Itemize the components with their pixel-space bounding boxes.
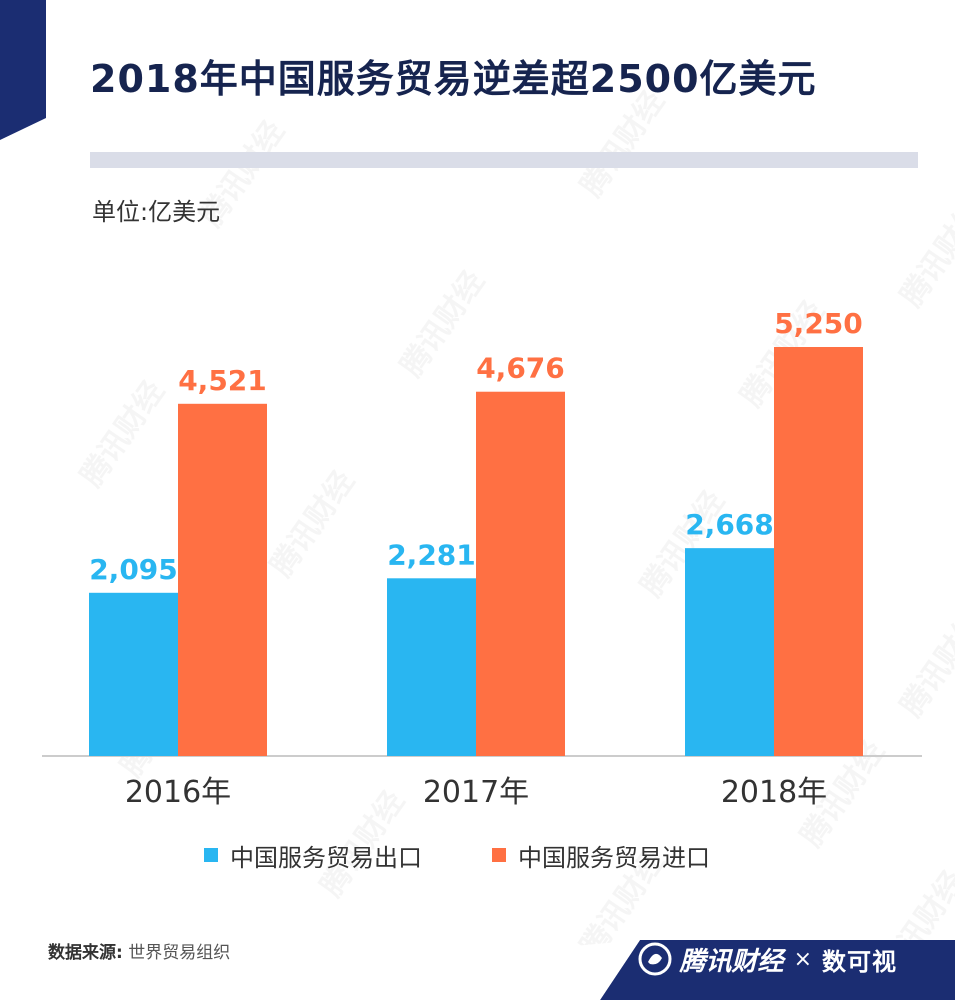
- bar-import-1: [476, 391, 565, 756]
- data-source: 数据来源: 世界贸易组织: [48, 938, 230, 963]
- bar-export-1: [387, 578, 476, 756]
- brand-name: 腾讯财经: [679, 946, 784, 977]
- tencent-news-logo-icon: [638, 942, 672, 976]
- legend-item-export: 中国服务贸易出口: [204, 838, 422, 872]
- bar-export-0: [89, 592, 178, 756]
- data-source-value: 世界贸易组织: [128, 943, 231, 963]
- chart-title: 2018年中国服务贸易逆差超2500亿美元: [90, 57, 817, 101]
- legend: 中国服务贸易出口 中国服务贸易进口: [0, 838, 955, 872]
- data-label-export-2: 2,668: [685, 508, 774, 541]
- brand-partner-name: 数可视: [822, 947, 897, 976]
- legend-swatch-export: [204, 848, 218, 862]
- data-label-import-1: 4,676: [476, 352, 565, 385]
- x-tick-label-0: 2016年: [125, 775, 231, 810]
- footer-band: [0, 940, 955, 1000]
- bar-import-2: [774, 347, 863, 756]
- brand-signature: 腾讯财经 × 数可视: [638, 937, 897, 981]
- bar-export-2: [685, 548, 774, 756]
- unit-label: 单位:亿美元: [92, 198, 221, 226]
- data-source-label: 数据来源:: [48, 943, 123, 963]
- legend-swatch-import: [492, 848, 506, 862]
- brand-separator: ×: [793, 946, 812, 972]
- x-tick-label-2: 2018年: [721, 775, 827, 810]
- data-label-import-0: 4,521: [178, 364, 267, 397]
- legend-item-import: 中国服务贸易进口: [492, 838, 710, 872]
- legend-label-export: 中国服务贸易出口: [230, 843, 422, 872]
- data-label-import-2: 5,250: [774, 307, 863, 340]
- data-label-export-0: 2,095: [89, 553, 178, 586]
- corner-accent: [0, 0, 46, 140]
- legend-label-import: 中国服务贸易进口: [518, 843, 710, 872]
- x-tick-label-1: 2017年: [423, 775, 529, 810]
- data-label-export-1: 2,281: [387, 538, 476, 571]
- title-underline-bar: [90, 152, 918, 168]
- bar-import-0: [178, 403, 267, 756]
